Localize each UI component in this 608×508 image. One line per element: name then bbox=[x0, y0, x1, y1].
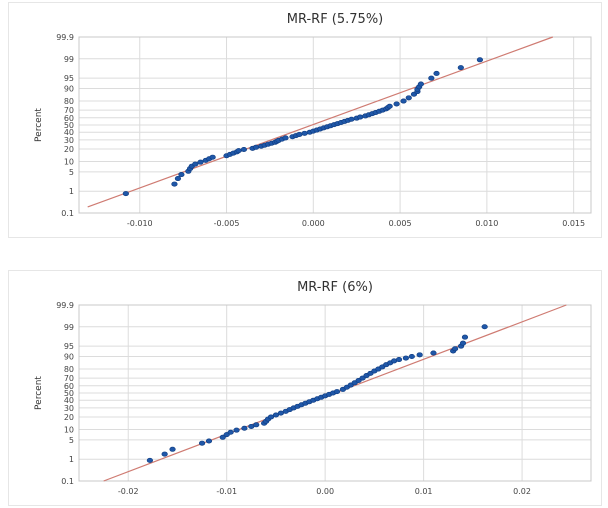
probability-plot-2: MR-RF (6%) -0.02 -0.01 0.00 0.01 0.02 0.1 1 5 10 2… bbox=[34, 280, 592, 496]
probability-plot-panel-1: MR-RF (5.75%) -0.010 -0.005 0.000 0.005 0.010… bbox=[8, 2, 602, 238]
data-point bbox=[428, 75, 435, 81]
y-tick-label: 20 bbox=[64, 145, 74, 154]
data-point bbox=[192, 161, 199, 167]
y-tick-label: 10 bbox=[64, 157, 74, 166]
y-tick-label: 70 bbox=[64, 374, 74, 383]
data-point bbox=[400, 98, 407, 104]
x-tick-label: -0.005 bbox=[214, 219, 240, 228]
data-point bbox=[198, 440, 206, 446]
y-tick-label: 5 bbox=[69, 168, 74, 177]
data-point bbox=[235, 148, 242, 154]
data-point bbox=[122, 191, 129, 197]
data-point bbox=[461, 334, 469, 340]
y-tick-label: 70 bbox=[64, 106, 74, 115]
data-point bbox=[241, 425, 248, 431]
data-point bbox=[227, 429, 234, 435]
data-points bbox=[122, 57, 484, 197]
data-point bbox=[433, 70, 440, 76]
data-point bbox=[476, 57, 484, 63]
data-point bbox=[301, 130, 308, 136]
data-point bbox=[452, 346, 459, 352]
y-tick-label: 80 bbox=[64, 97, 74, 106]
y-axis-label: Percent bbox=[34, 376, 44, 410]
y-tick-label: 1 bbox=[69, 455, 74, 464]
data-points bbox=[146, 324, 488, 463]
x-tick-label: -0.010 bbox=[127, 219, 153, 228]
data-point bbox=[386, 103, 393, 109]
y-tick-label: 99.9 bbox=[56, 33, 74, 42]
data-point bbox=[233, 427, 240, 433]
data-point bbox=[405, 95, 412, 101]
data-point bbox=[146, 457, 153, 463]
y-tick-label: 50 bbox=[64, 121, 74, 130]
data-point bbox=[240, 146, 247, 152]
y-tick-label: 30 bbox=[64, 404, 74, 413]
plot-frame bbox=[78, 36, 592, 214]
y-tick-label: 1 bbox=[69, 187, 74, 196]
data-point bbox=[459, 340, 467, 346]
y-tick-label: 0.1 bbox=[61, 477, 74, 486]
y-tick-label: 90 bbox=[64, 353, 74, 362]
data-point bbox=[408, 354, 415, 360]
y-tick-label: 0.1 bbox=[61, 209, 74, 218]
x-tick-label: -0.01 bbox=[216, 487, 237, 496]
data-point bbox=[282, 135, 289, 141]
chart-title: MR-RF (6%) bbox=[297, 280, 373, 295]
data-point bbox=[174, 176, 182, 182]
data-point bbox=[416, 352, 423, 358]
y-tick-label: 60 bbox=[64, 114, 74, 123]
y-tick-label: 40 bbox=[64, 128, 74, 137]
x-tick-label: 0.00 bbox=[316, 487, 334, 496]
y-tick-label: 5 bbox=[69, 436, 74, 445]
data-point bbox=[171, 181, 178, 187]
y-tick-label: 99 bbox=[64, 323, 74, 332]
plot-frame bbox=[78, 304, 592, 482]
y-tick-label: 90 bbox=[64, 85, 74, 94]
x-tick-label: -0.02 bbox=[118, 487, 139, 496]
x-tick-label: 0.000 bbox=[302, 219, 325, 228]
x-tick-label: 0.005 bbox=[389, 219, 412, 228]
y-tick-label: 10 bbox=[64, 425, 74, 434]
data-point bbox=[395, 357, 403, 363]
data-point bbox=[296, 131, 303, 137]
data-point bbox=[348, 116, 355, 122]
data-point bbox=[253, 422, 260, 428]
y-tick-label: 80 bbox=[64, 365, 74, 374]
y-tick-label: 30 bbox=[64, 136, 74, 145]
data-point bbox=[252, 144, 260, 150]
data-point bbox=[178, 172, 185, 178]
probability-plot-1: MR-RF (5.75%) -0.010 -0.005 0.000 0.005 0.010… bbox=[34, 12, 592, 228]
data-point bbox=[402, 355, 409, 361]
y-tick-label: 95 bbox=[64, 74, 74, 83]
data-point bbox=[430, 350, 437, 356]
data-point bbox=[209, 154, 216, 160]
data-point bbox=[333, 389, 341, 395]
data-point bbox=[205, 438, 213, 444]
data-point bbox=[357, 114, 364, 120]
data-point bbox=[457, 65, 464, 71]
y-tick-label: 40 bbox=[64, 396, 74, 405]
data-point bbox=[197, 159, 204, 165]
y-tick-label: 95 bbox=[64, 342, 74, 351]
x-tick-label: 0.02 bbox=[513, 487, 531, 496]
y-tick-label: 99 bbox=[64, 55, 74, 64]
y-axis-label: Percent bbox=[34, 108, 44, 142]
chart-title: MR-RF (5.75%) bbox=[287, 12, 384, 27]
data-point bbox=[481, 324, 488, 330]
x-tick-label: 0.010 bbox=[475, 219, 498, 228]
x-tick-label: 0.01 bbox=[415, 487, 433, 496]
y-tick-label: 60 bbox=[64, 382, 74, 391]
y-tick-label: 99.9 bbox=[56, 301, 74, 310]
data-point bbox=[417, 81, 425, 87]
y-tick-label: 20 bbox=[64, 413, 74, 422]
probability-plot-panel-2: MR-RF (6%) -0.02 -0.01 0.00 0.01 0.02 0.1 1 5 10 2… bbox=[8, 270, 602, 506]
data-point bbox=[161, 451, 168, 457]
y-tick-label: 50 bbox=[64, 389, 74, 398]
data-point bbox=[393, 101, 400, 107]
data-point bbox=[169, 446, 176, 452]
fit-line bbox=[87, 36, 554, 208]
x-tick-label: 0.015 bbox=[562, 219, 585, 228]
